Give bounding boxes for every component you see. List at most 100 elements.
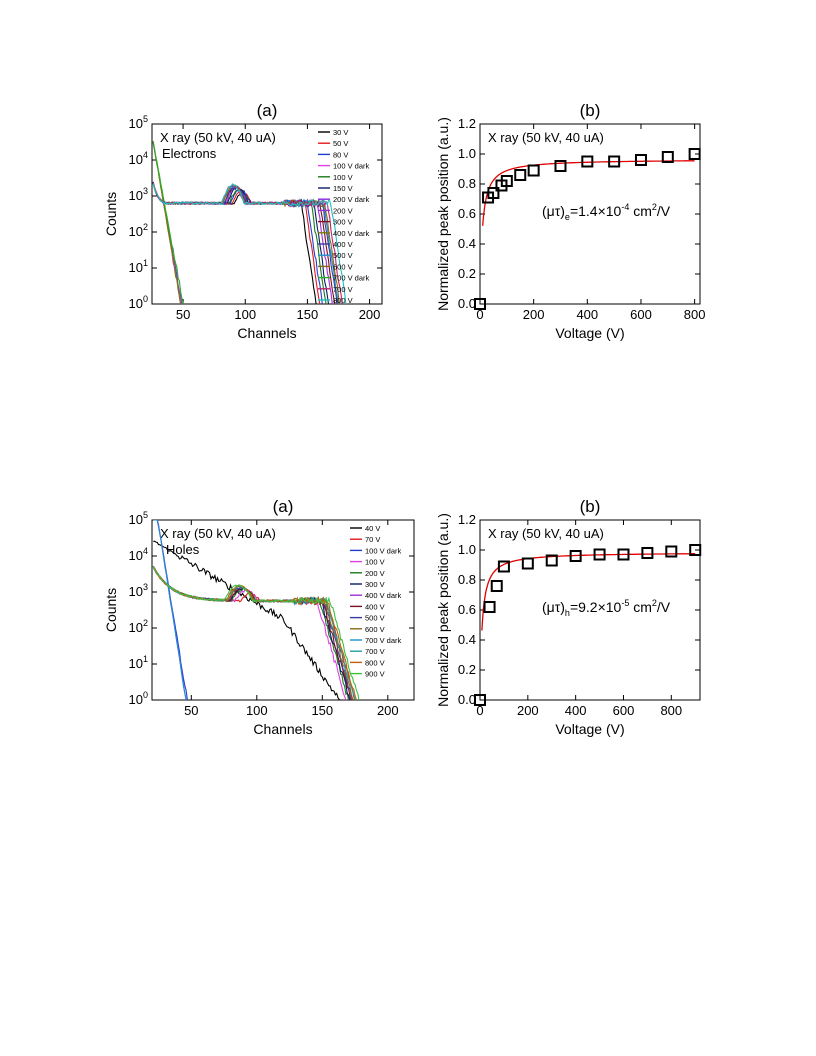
x-tick-label: 800 (660, 703, 682, 718)
x-tick-label: 100 (234, 307, 256, 322)
series-line-13 (152, 142, 184, 304)
x-tick-label: 200 (517, 703, 539, 718)
series-group (152, 520, 378, 700)
y-tick-label: 102 (129, 618, 148, 635)
chart-panel-spectra-electrons: (a) 50 100 150 200 100 101 102 103 104 105 Channels… (96, 94, 396, 359)
data-point (514, 169, 527, 181)
x-tick-label: 50 (184, 703, 198, 718)
y-tick-label: 1.0 (458, 146, 476, 161)
data-point (490, 580, 503, 592)
legend-label: 100 V dark (365, 546, 402, 555)
y-tick-base: 10 (129, 116, 143, 131)
data-point (641, 547, 654, 559)
y-tick-label: 0.4 (458, 236, 476, 251)
data-point (497, 560, 510, 573)
y-tick-label: 1.2 (458, 512, 476, 527)
y-axis-label: Normalized peak position (a.u.) (435, 117, 451, 311)
x-tick-label: 150 (311, 703, 333, 718)
data-point (593, 548, 606, 561)
y-tick-exponent: 1 (143, 258, 148, 268)
y-tick-label: 102 (129, 222, 148, 239)
y-tick-label: 0.8 (458, 176, 476, 191)
y-tick-base: 10 (129, 584, 143, 599)
legend-label: 30 V (333, 128, 348, 137)
y-tick-exponent: 5 (143, 510, 148, 520)
data-point (688, 148, 701, 160)
y-tick-base: 10 (129, 512, 143, 527)
data-point (487, 187, 500, 199)
data-point (474, 694, 486, 706)
y-tick-base: 10 (129, 188, 143, 203)
chart-title: (a) (273, 497, 294, 516)
y-tick-label: 1.2 (458, 116, 476, 131)
spectra-holes-chart: (a)50 100 150 200100101102103104105Channels… (103, 497, 415, 737)
legend-label: 300 V (333, 218, 353, 227)
y-tick-base: 10 (129, 260, 143, 275)
series-line-13 (152, 565, 360, 700)
fit-eq-unit-tail: /V (657, 203, 671, 219)
fit-eq-subscript: e (565, 212, 570, 222)
y-tick-label: 0.0 (458, 692, 476, 707)
legend-label: 900 V (365, 670, 385, 679)
y-tick-base: 10 (129, 224, 143, 239)
legend-label: 100 V (333, 173, 353, 182)
legend-label: 100 V (365, 558, 385, 567)
fit-eq-unit: cm (629, 203, 652, 219)
data-point (617, 548, 630, 561)
x-tick-label: 600 (630, 307, 652, 322)
data-point (608, 155, 621, 168)
legend-label: 40 V (365, 524, 380, 533)
fit-eq-unit-exponent: 2 (652, 598, 657, 608)
x-tick-label: 50 (176, 307, 190, 322)
y-tick-label: 0.6 (458, 602, 476, 617)
legend-label: 200 V (365, 569, 385, 578)
data-point (661, 151, 674, 163)
fit-eq-mu-tau: (μτ) (542, 599, 565, 615)
fit-eq-value: =9.2×10 (570, 599, 622, 615)
series-line-0 (153, 540, 378, 700)
spectra-electrons-chart: (a)50 100 150 200100101102103104105Channels… (103, 101, 383, 341)
legend-label: 800 V (365, 658, 385, 667)
data-point (474, 298, 486, 310)
legend-label: 600 V (333, 262, 353, 271)
annotation-text: X ray (50 kV, 40 uA) (488, 130, 604, 145)
chart-title: (b) (580, 101, 601, 120)
y-tick-label: 0.4 (458, 632, 476, 647)
x-tick-label: 400 (576, 307, 598, 322)
y-tick-label: 0.2 (458, 266, 476, 281)
y-tick-exponent: 2 (143, 222, 148, 232)
sub-annotation-text: Holes (166, 542, 200, 557)
series-line-14 (152, 182, 343, 304)
y-tick-label: 0.2 (458, 662, 476, 677)
chart-panel-peak-electrons: (b) 0 200 400 600 800 0.0 0.2 0.4 0.6 0.8 1.0 1.2 Vol… (424, 94, 724, 359)
legend-label: 80 V (333, 150, 348, 159)
y-axis-label: Counts (103, 192, 119, 236)
legend-label: 100 V dark (333, 162, 370, 171)
legend-label: 150 V (333, 184, 353, 193)
chart-title: (a) (257, 101, 278, 120)
legend-label: 70 V (365, 535, 380, 544)
y-axis-label: Normalized peak position (a.u.) (435, 513, 451, 707)
data-point (527, 164, 540, 177)
y-tick-label: 103 (129, 582, 148, 599)
fit-eq-mu-tau: (μτ) (542, 203, 565, 219)
y-tick-exponent: 2 (143, 618, 148, 628)
y-tick-label: 105 (129, 510, 148, 527)
y-tick-exponent: 3 (143, 582, 148, 592)
y-tick-exponent: 4 (143, 546, 148, 556)
y-tick-label: 100 (129, 294, 148, 311)
y-axis-label: Counts (103, 588, 119, 632)
y-tick-base: 10 (129, 152, 143, 167)
x-tick-label: 200 (359, 307, 381, 322)
fit-curve (482, 160, 695, 226)
y-tick-label: 100 (129, 690, 148, 707)
x-axis-label: Voltage (V) (555, 721, 624, 737)
data-point (569, 550, 582, 562)
legend-label: 400 V dark (333, 229, 370, 238)
legend: 40 V 70 V 100 V dark 100 V 200 V 300 V 400 V d… (350, 524, 402, 679)
plot-frame (151, 123, 383, 305)
y-tick-label: 104 (129, 546, 148, 563)
data-point (545, 554, 558, 567)
y-tick-exponent: 5 (143, 114, 148, 124)
x-axis-label: Channels (237, 325, 296, 341)
